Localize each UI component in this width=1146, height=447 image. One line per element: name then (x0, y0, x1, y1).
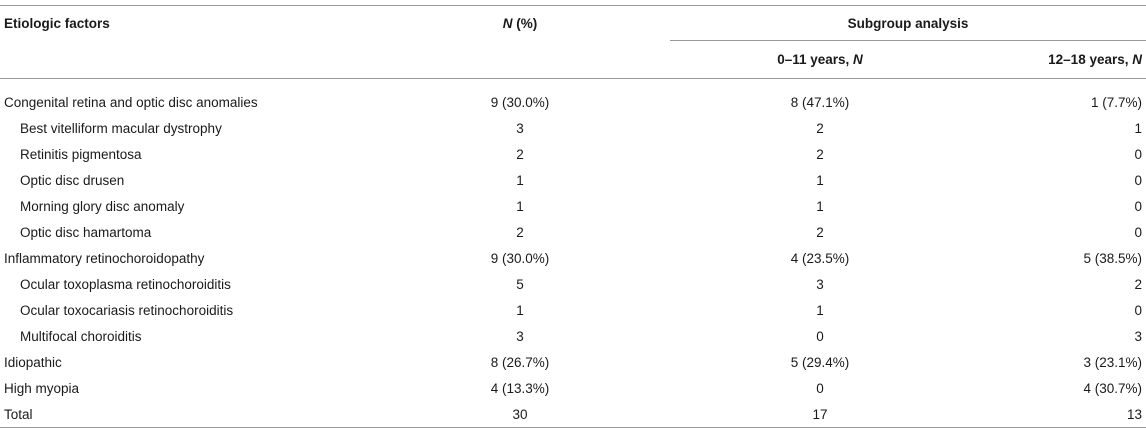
cell-n-percent: 5 (516, 276, 524, 292)
cell-n-percent: 4 (13.3%) (490, 380, 550, 396)
cell-age-12-18: 0 (1134, 224, 1142, 240)
table-row: Ocular toxoplasma retinochoroiditis 5 3 2 (0, 271, 1146, 297)
cell-etiologic-factor: Inflammatory retinochoroidopathy (4, 250, 205, 266)
cell-age-12-18: 5 (38.5%) (1083, 250, 1142, 266)
table-row: Morning glory disc anomaly 1 1 0 (0, 193, 1146, 219)
cell-n-percent: 9 (30.0%) (490, 94, 550, 110)
cell-age-0-11: 1 (816, 172, 824, 188)
cell-age-0-11: 1 (816, 302, 824, 318)
age-0-11-label: 0–11 years, (777, 52, 854, 67)
cell-age-12-18: 1 (7.7%) (1090, 94, 1142, 110)
cell-n-percent: 30 (370, 401, 670, 428)
cell-age-12-18: 3 (1134, 328, 1142, 344)
age-12-18-n: N (1132, 52, 1142, 67)
col-header-subgroup-analysis: Subgroup analysis (670, 5, 1146, 41)
cell-n-percent: 3 (516, 120, 524, 136)
cell-n-percent: 3 (516, 328, 524, 344)
cell-etiologic-factor: Retinitis pigmentosa (20, 146, 142, 162)
age-12-18-label: 12–18 years, (1048, 52, 1133, 67)
col-header-age-0-11: 0–11 years, N (670, 41, 970, 79)
table-row: Ocular toxocariasis retinochoroiditis 1 1 0 (0, 297, 1146, 323)
table-body: Congenital retina and optic disc anomali… (0, 79, 1146, 428)
table-row: Retinitis pigmentosa 2 2 0 (0, 141, 1146, 167)
empty-header-cell (370, 41, 670, 79)
cell-etiologic-factor: Congenital retina and optic disc anomali… (4, 94, 258, 110)
cell-age-12-18: 4 (30.7%) (1083, 380, 1142, 396)
cell-age-0-11: 2 (816, 120, 824, 136)
spacer-cell (0, 79, 1146, 90)
cell-age-0-11: 1 (816, 198, 824, 214)
table-row: Multifocal choroiditis 3 0 3 (0, 323, 1146, 349)
col-header-n-percent: N (%) (370, 5, 670, 41)
header-row-2: 0–11 years, N 12–18 years, N (0, 41, 1146, 79)
cell-age-0-11: 3 (816, 276, 824, 292)
cell-etiologic-factor: Optic disc drusen (20, 172, 125, 188)
cell-n-percent: 9 (30.0%) (490, 250, 550, 266)
subgroup-label: Subgroup analysis (847, 16, 969, 31)
cell-etiologic-factor: Idiopathic (4, 354, 62, 370)
cell-age-12-18: 2 (1134, 276, 1142, 292)
table-row: High myopia 4 (13.3%) 0 4 (30.7%) (0, 375, 1146, 401)
cell-n-percent: 1 (516, 302, 524, 318)
cell-etiologic-factor: Best vitelliform macular dystrophy (20, 120, 222, 136)
cell-etiologic-factor: Morning glory disc anomaly (20, 198, 185, 214)
n-italic: N (502, 16, 513, 31)
table-row: Total 30 17 13 (0, 401, 1146, 428)
cell-age-12-18: 0 (1134, 302, 1142, 318)
cell-n-percent: 8 (26.7%) (490, 354, 550, 370)
cell-age-0-11: 0 (816, 328, 824, 344)
cell-n-percent: 2 (516, 146, 524, 162)
table-row: Best vitelliform macular dystrophy 3 2 1 (0, 115, 1146, 141)
cell-age-12-18: 0 (1134, 172, 1142, 188)
col-header-age-12-18: 12–18 years, N (970, 41, 1146, 79)
cell-age-12-18: 0 (1134, 146, 1142, 162)
cell-etiologic-factor: High myopia (4, 380, 80, 396)
table-row: Idiopathic 8 (26.7%) 5 (29.4%) 3 (23.1%) (0, 349, 1146, 375)
cell-age-0-11: 2 (816, 224, 824, 240)
cell-etiologic-factor: Ocular toxoplasma retinochoroiditis (20, 276, 231, 292)
age-0-11-n: N (853, 52, 863, 67)
cell-etiologic-factor: Optic disc hamartoma (20, 224, 152, 240)
cell-age-0-11: 4 (23.5%) (790, 250, 850, 266)
n-percent-suffix: (%) (512, 16, 538, 31)
cell-etiologic-factor: Multifocal choroiditis (20, 328, 142, 344)
cell-age-0-11: 17 (670, 401, 970, 428)
table-row: Inflammatory retinochoroidopathy 9 (30.0%… (0, 245, 1146, 271)
empty-header-cell (0, 41, 370, 79)
cell-etiologic-factor: Ocular toxocariasis retinochoroiditis (20, 302, 234, 318)
cell-age-0-11: 2 (816, 146, 824, 162)
cell-age-0-11: 0 (816, 380, 824, 396)
cell-age-0-11: 8 (47.1%) (790, 94, 850, 110)
spacer-row (0, 79, 1146, 90)
header-row-1: Etiologic factors N (%) Subgroup analysi… (0, 5, 1146, 41)
etiology-table: Etiologic factors N (%) Subgroup analysi… (0, 5, 1146, 428)
table-row: Optic disc drusen 1 1 0 (0, 167, 1146, 193)
cell-age-12-18: 1 (1134, 120, 1142, 136)
table-row: Optic disc hamartoma 2 2 0 (0, 219, 1146, 245)
cell-age-12-18: 0 (1134, 198, 1142, 214)
cell-n-percent: 2 (516, 224, 524, 240)
table-row: Congenital retina and optic disc anomali… (0, 89, 1146, 115)
cell-n-percent: 1 (516, 198, 524, 214)
cell-age-12-18: 3 (23.1%) (1083, 354, 1142, 370)
cell-etiologic-factor: Total (0, 401, 370, 428)
cell-age-12-18: 13 (970, 401, 1146, 428)
subgroup-underline (670, 40, 1146, 41)
cell-n-percent: 1 (516, 172, 524, 188)
cell-age-0-11: 5 (29.4%) (790, 354, 850, 370)
col-header-etiologic-factors: Etiologic factors (0, 5, 370, 41)
